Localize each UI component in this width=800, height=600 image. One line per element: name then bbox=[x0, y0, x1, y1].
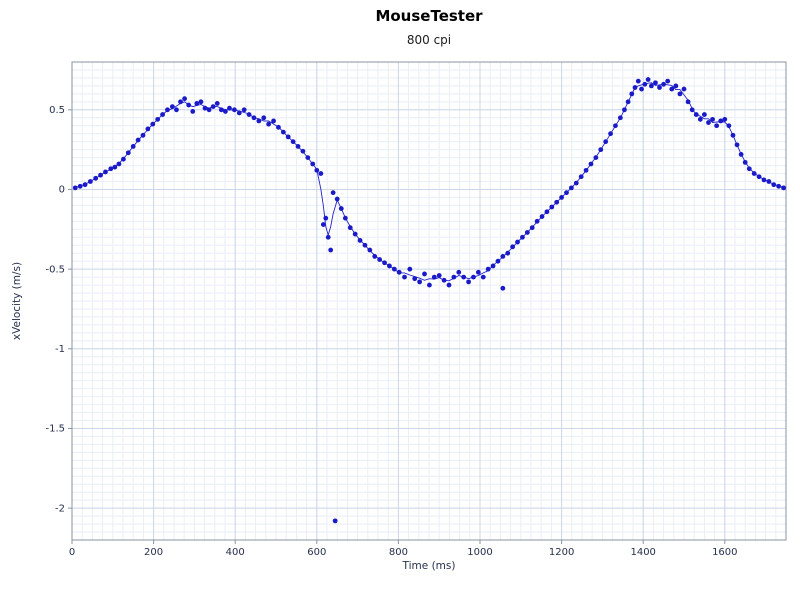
x-tick-label: 1600 bbox=[712, 547, 737, 558]
series-points bbox=[72, 77, 786, 288]
x-tick-label: 1200 bbox=[549, 547, 574, 558]
grid-minor bbox=[71, 61, 787, 541]
x-tick-label: 1000 bbox=[467, 547, 492, 558]
x-tick-label: 1400 bbox=[630, 547, 655, 558]
axis-tick-labels: 0 200 400 600 800 1000 1200 1400 1600 0.5 0 -0.5 -1 -… bbox=[45, 105, 737, 558]
x-tick-label: 0 bbox=[69, 547, 75, 558]
axis-ticks bbox=[68, 109, 726, 544]
x-tick-label: 400 bbox=[226, 547, 245, 558]
y-tick-label: 0 bbox=[59, 185, 65, 196]
y-tick-label: -1 bbox=[55, 344, 65, 355]
chart-title: MouseTester bbox=[375, 7, 483, 25]
plot-border bbox=[71, 61, 787, 541]
x-tick-label: 800 bbox=[389, 547, 408, 558]
y-tick-label: -1.5 bbox=[45, 424, 65, 435]
chart-subtitle: 800 cpi bbox=[406, 33, 452, 47]
outlier-points bbox=[332, 285, 506, 524]
y-axis-title: xVelocity (m/s) bbox=[11, 262, 23, 340]
x-tick-label: 600 bbox=[307, 547, 326, 558]
y-tick-label: 0.5 bbox=[49, 105, 65, 116]
y-tick-label: -0.5 bbox=[45, 264, 65, 275]
x-axis-title: Time (ms) bbox=[402, 560, 456, 572]
x-tick-label: 200 bbox=[144, 547, 163, 558]
y-tick-label: -2 bbox=[55, 503, 65, 514]
